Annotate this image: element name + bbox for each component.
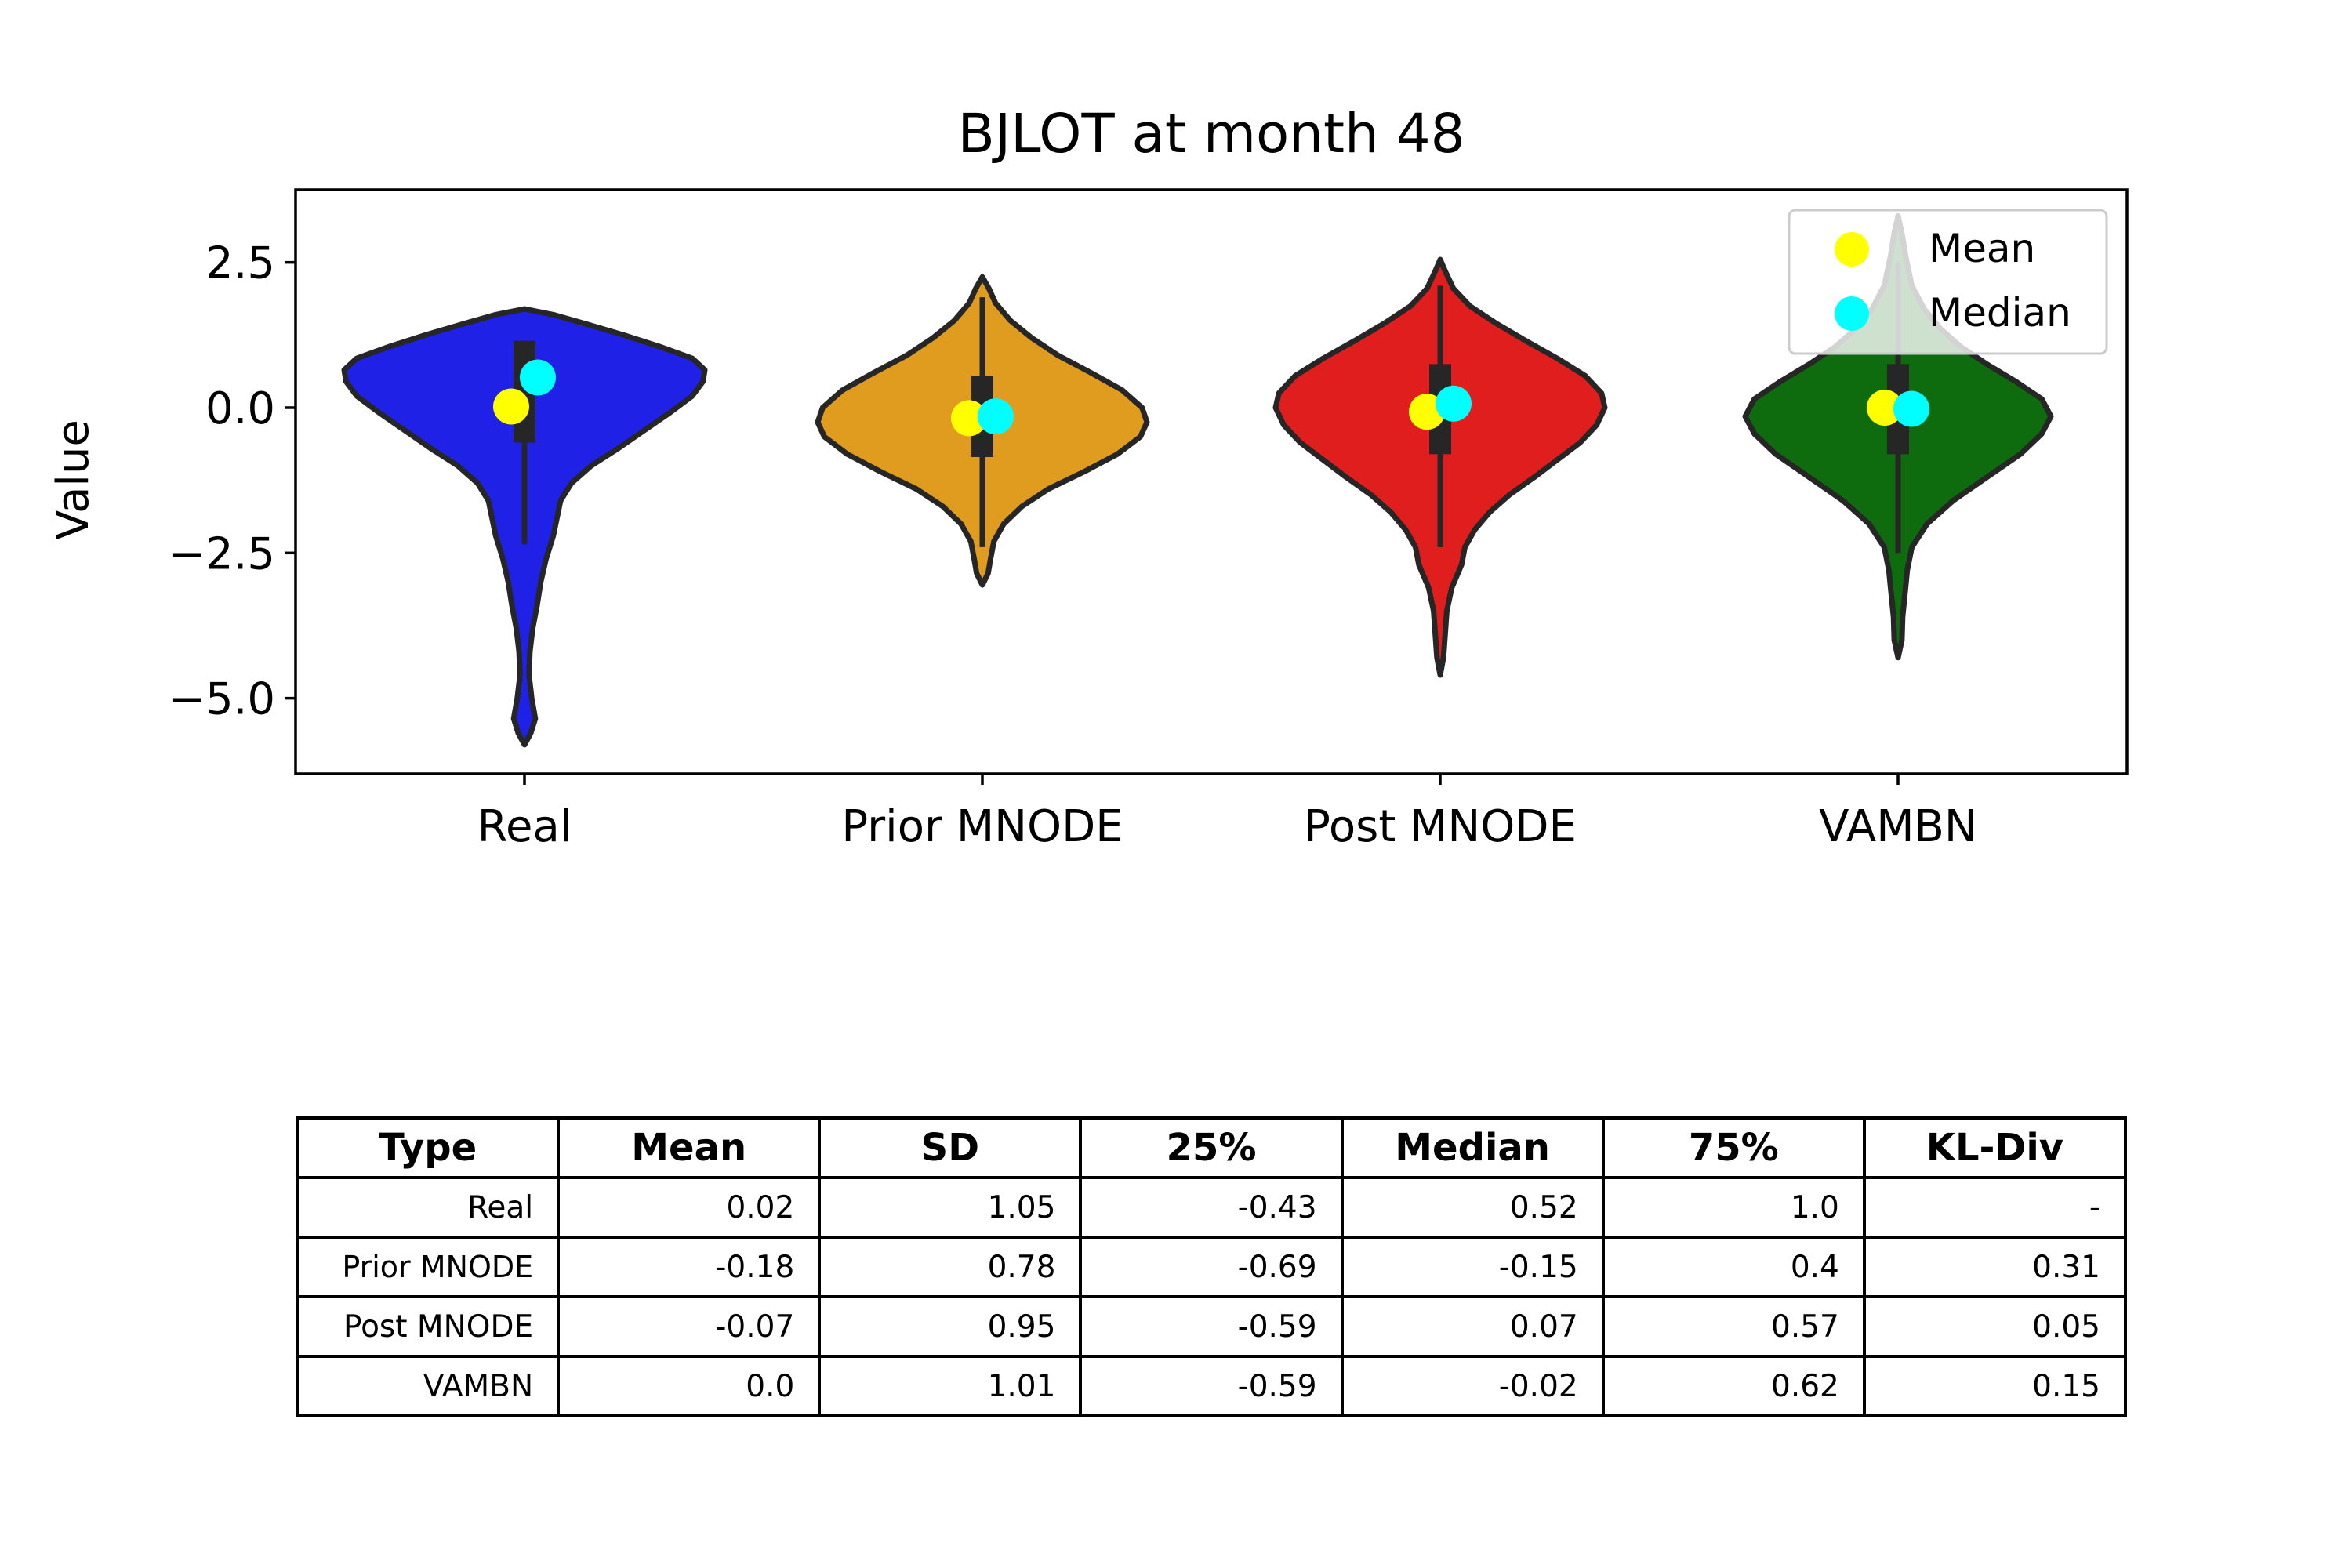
table-row: Prior MNODE -0.18 0.78 -0.69 -0.15 0.4 0… bbox=[295, 1236, 2128, 1298]
cell-sd: 0.78 bbox=[818, 1236, 1083, 1298]
y-tick-label: 2.5 bbox=[205, 238, 275, 289]
legend-mean-label: Mean bbox=[1929, 226, 2035, 271]
stats-table: Type Mean SD 25% Median 75% KL-Div Real … bbox=[295, 1116, 2128, 1417]
cell-sd: 1.05 bbox=[818, 1176, 1083, 1239]
legend-median-label: Median bbox=[1929, 290, 2071, 336]
header-sd: SD bbox=[818, 1116, 1083, 1179]
y-axis-ticks: 2.5 0.0 −2.5 −5.0 bbox=[169, 238, 296, 725]
cell-q1: -0.59 bbox=[1079, 1355, 1344, 1417]
cell-mean: -0.07 bbox=[557, 1295, 822, 1358]
cell-q1: -0.59 bbox=[1079, 1295, 1344, 1358]
cell-q3: 0.4 bbox=[1601, 1236, 1866, 1298]
cell-sd: 0.95 bbox=[818, 1295, 1083, 1358]
cell-median: 0.07 bbox=[1340, 1295, 1605, 1358]
cell-type: Prior MNODE bbox=[295, 1236, 561, 1298]
table-row: VAMBN 0.0 1.01 -0.59 -0.02 0.62 0.15 bbox=[295, 1355, 2128, 1417]
median-marker bbox=[978, 398, 1014, 435]
cell-q1: -0.43 bbox=[1079, 1176, 1344, 1239]
y-tick-label: −5.0 bbox=[169, 674, 275, 725]
chart-title: BJLOT at month 48 bbox=[957, 103, 1465, 165]
x-axis-ticks: Real Prior MNODE Post MNODE VAMBN bbox=[477, 774, 1977, 852]
y-axis-label: Value bbox=[48, 419, 99, 540]
cell-type: Real bbox=[295, 1176, 561, 1239]
legend: Mean Median bbox=[1788, 209, 2108, 355]
mean-marker bbox=[1867, 389, 1903, 426]
header-type: Type bbox=[295, 1116, 561, 1179]
plot-frame bbox=[294, 188, 2129, 775]
median-marker bbox=[520, 359, 556, 396]
cell-median: 0.52 bbox=[1340, 1176, 1605, 1239]
table-header-row: Type Mean SD 25% Median 75% KL-Div bbox=[295, 1116, 2128, 1179]
mean-marker bbox=[493, 388, 529, 425]
legend-median-marker bbox=[1835, 296, 1869, 331]
cell-type: Post MNODE bbox=[295, 1295, 561, 1358]
cell-mean: -0.18 bbox=[557, 1236, 822, 1298]
table-row: Post MNODE -0.07 0.95 -0.59 0.07 0.57 0.… bbox=[295, 1295, 2128, 1358]
cell-type: VAMBN bbox=[295, 1355, 561, 1417]
cell-q3: 0.62 bbox=[1601, 1355, 1866, 1417]
header-q3: 75% bbox=[1601, 1116, 1866, 1179]
cell-q1: -0.69 bbox=[1079, 1236, 1344, 1298]
header-mean: Mean bbox=[557, 1116, 822, 1179]
y-tick-label: −2.5 bbox=[169, 528, 275, 579]
markers-group bbox=[493, 359, 1929, 437]
header-median: Median bbox=[1340, 1116, 1605, 1179]
median-marker bbox=[1436, 385, 1472, 422]
y-tick-label: 0.0 bbox=[205, 383, 275, 434]
cell-mean: 0.0 bbox=[557, 1355, 822, 1417]
cell-median: -0.02 bbox=[1340, 1355, 1605, 1417]
cell-kl-div: 0.15 bbox=[1862, 1355, 2128, 1417]
cell-q3: 1.0 bbox=[1601, 1176, 1866, 1239]
cell-q3: 0.57 bbox=[1601, 1295, 1866, 1358]
x-tick-label: VAMBN bbox=[1819, 801, 1977, 852]
x-tick-label: Real bbox=[477, 801, 572, 852]
cell-sd: 1.01 bbox=[818, 1355, 1083, 1417]
cell-kl-div: 0.05 bbox=[1862, 1295, 2128, 1358]
cell-mean: 0.02 bbox=[557, 1176, 822, 1239]
x-tick-label: Prior MNODE bbox=[841, 801, 1123, 852]
mean-marker bbox=[951, 400, 987, 437]
cell-kl-div: - bbox=[1862, 1176, 2128, 1239]
legend-mean-marker bbox=[1835, 232, 1869, 267]
header-kl-div: KL-Div bbox=[1862, 1116, 2128, 1179]
median-marker bbox=[1893, 390, 1929, 427]
header-q1: 25% bbox=[1079, 1116, 1344, 1179]
x-tick-label: Post MNODE bbox=[1304, 801, 1577, 852]
table-row: Real 0.02 1.05 -0.43 0.52 1.0 - bbox=[295, 1176, 2128, 1239]
cell-kl-div: 0.31 bbox=[1862, 1236, 2128, 1298]
cell-median: -0.15 bbox=[1340, 1236, 1605, 1298]
